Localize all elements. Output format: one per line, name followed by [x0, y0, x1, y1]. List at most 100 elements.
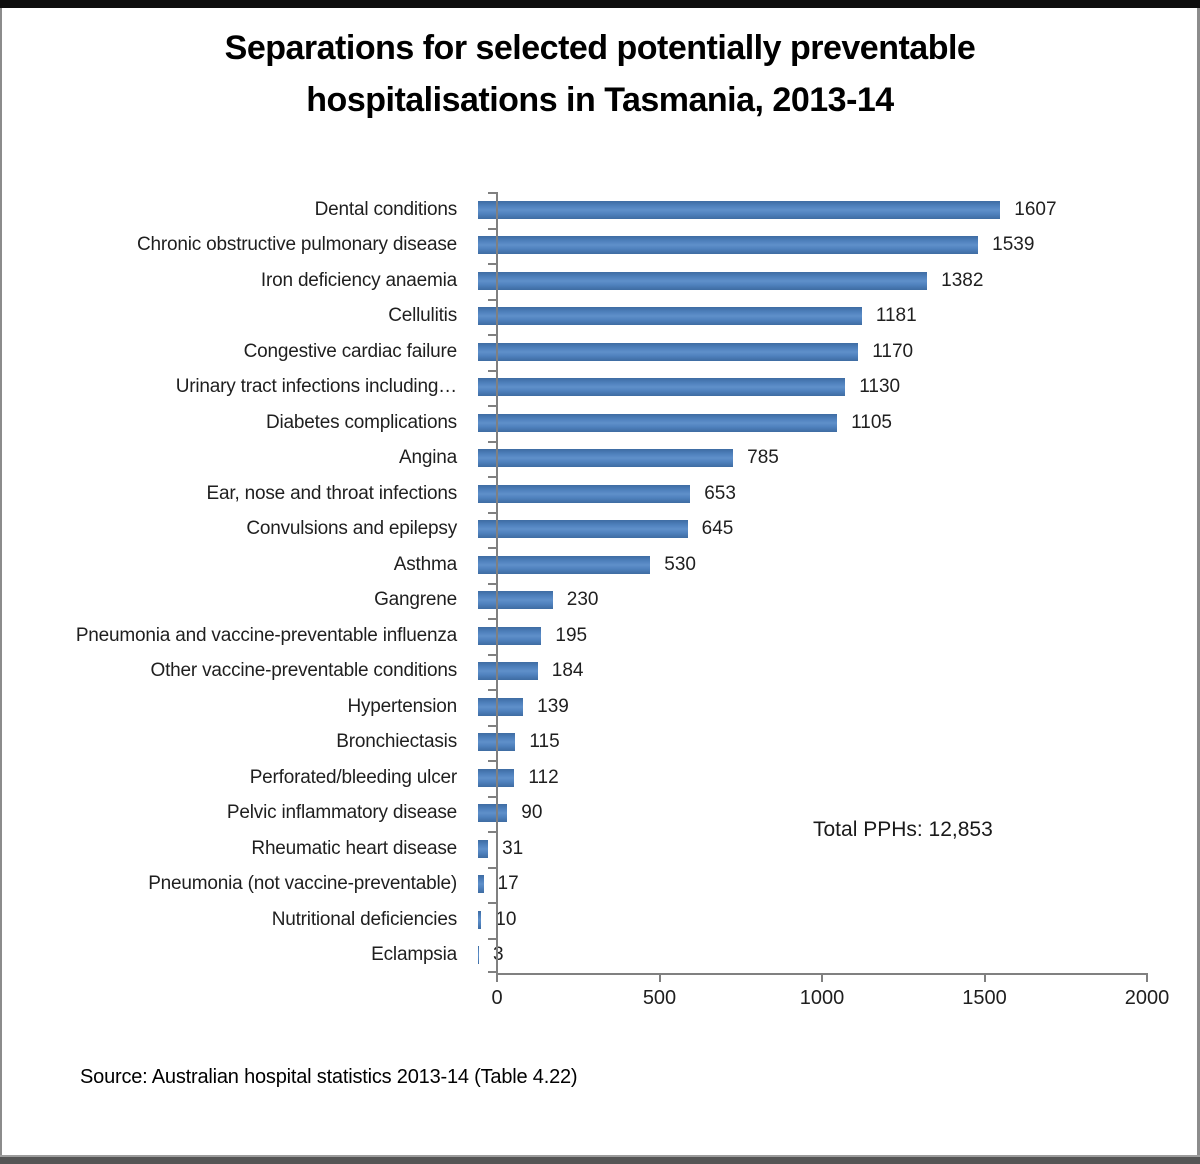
value-label: 645: [701, 518, 734, 540]
y-axis-tick: [488, 299, 496, 301]
bar-track: 115: [478, 725, 1200, 761]
bar-track: 184: [478, 654, 1200, 690]
category-label: Iron deficiency anaemia: [260, 269, 457, 291]
y-axis-tick: [488, 831, 496, 833]
bar-row: Pneumonia (not vaccine-preventable) 17: [0, 867, 1200, 903]
bar-track: 653: [478, 476, 1200, 512]
value-label: 1170: [872, 340, 914, 362]
y-axis-tick: [488, 476, 496, 478]
bar-track: 195: [478, 618, 1200, 654]
category-label: Pneumonia (not vaccine-preventable): [148, 873, 457, 895]
bottom-border-strip: [0, 1155, 1200, 1164]
x-axis-tick-label: 2000: [1124, 987, 1170, 1009]
bar-track: 1105: [478, 405, 1200, 441]
bar-chart: Dental conditions 1607 Chronic obstructive…: [0, 192, 1200, 1009]
value-label: 230: [566, 589, 599, 611]
category-label: Cellulitis: [388, 305, 457, 327]
value-label: 1382: [941, 269, 984, 291]
y-axis-tick: [488, 228, 496, 230]
bar: [478, 626, 542, 645]
bar-row: Perforated/bleeding ulcer 112: [0, 760, 1200, 796]
y-axis-tick: [488, 192, 496, 194]
bar: [478, 200, 1001, 219]
value-label: 785: [747, 447, 779, 469]
value-label: 653: [704, 482, 736, 504]
value-label: 1105: [851, 411, 892, 433]
category-label: Congestive cardiac failure: [243, 340, 458, 362]
category-label: Pneumonia and vaccine-preventable influe…: [75, 624, 457, 646]
category-label: Dental conditions: [314, 198, 458, 220]
bar-rows: Dental conditions 1607 Chronic obstructive…: [0, 192, 1200, 973]
x-axis-tick: [496, 973, 498, 982]
bar: [478, 804, 508, 823]
category-label: Angina: [399, 447, 457, 469]
bar: [478, 697, 524, 716]
y-axis-tick: [488, 512, 496, 514]
y-axis-tick: [488, 902, 496, 904]
y-axis-tick: [488, 263, 496, 265]
bar-row: Asthma 530: [0, 547, 1200, 583]
bar: [478, 910, 482, 929]
category-label: Convulsions and epilepsy: [246, 518, 457, 540]
bar-track: 1539: [478, 228, 1200, 264]
right-border: [1197, 8, 1200, 1155]
bar-row: Urinary tract infections including… 1130: [0, 370, 1200, 406]
value-label: 3: [493, 944, 504, 966]
category-label: Hypertension: [347, 695, 457, 717]
bar: [478, 555, 651, 574]
y-axis-tick: [488, 334, 496, 336]
bar: [478, 307, 862, 326]
bar-row: Bronchiectasis 115: [0, 725, 1200, 761]
category-label: Eclampsia: [371, 944, 457, 966]
bar-row: Chronic obstructive pulmonary disease 153…: [0, 228, 1200, 264]
x-axis-tick: [1146, 973, 1148, 982]
bar: [478, 236, 979, 255]
value-label: 530: [664, 553, 696, 575]
value-label: 195: [555, 624, 588, 646]
category-label: Asthma: [393, 553, 457, 575]
y-axis-tick: [488, 725, 496, 727]
x-axis-tick: [983, 973, 986, 982]
y-axis-tick: [488, 971, 496, 973]
bar: [478, 413, 838, 432]
bar-row: Gangrene 230: [0, 583, 1200, 619]
value-label: 184: [551, 660, 584, 682]
category-label: Urinary tract infections including…: [175, 376, 457, 398]
value-label: 31: [502, 837, 524, 859]
category-label: Bronchiectasis: [336, 731, 457, 753]
bar-row: Nutritional deficiencies 10: [0, 902, 1200, 938]
x-axis-tick: [821, 973, 823, 982]
value-label: 115: [529, 731, 560, 753]
x-axis-tick-label: 1000: [799, 987, 845, 1009]
bar-row: Rheumatic heart disease 31: [0, 831, 1200, 867]
bar-track: 17: [478, 867, 1200, 903]
value-label: 112: [528, 766, 559, 788]
y-axis-tick: [488, 618, 496, 620]
bar-track: 645: [478, 512, 1200, 548]
y-axis-tick: [488, 370, 496, 372]
bar-row: Convulsions and epilepsy 645: [0, 512, 1200, 548]
y-axis-tick: [488, 760, 496, 762]
bar-row: Pneumonia and vaccine-preventable influe…: [0, 618, 1200, 654]
value-label: 90: [521, 802, 543, 824]
bar-row: Other vaccine-preventable conditions 184: [0, 654, 1200, 690]
bar-track: 1181: [478, 299, 1200, 335]
x-axis-tick-label: 500: [642, 987, 677, 1009]
x-axis-tick-label: 0: [491, 987, 503, 1009]
bar-track: 90: [478, 796, 1200, 832]
value-label: 1539: [992, 234, 1035, 256]
bar: [478, 591, 553, 610]
value-label: 1181: [875, 305, 917, 327]
chart-title: Separations for selected potentially pre…: [0, 22, 1200, 126]
bar-row: Angina 785: [0, 441, 1200, 477]
chart-title-line2: hospitalisations in Tasmania, 2013-14: [306, 81, 894, 119]
bar: [478, 946, 479, 965]
bar-row: Hypertension 139: [0, 689, 1200, 725]
bar: [478, 875, 484, 894]
bar-row: Cellulitis 1181: [0, 299, 1200, 335]
category-label: Pelvic inflammatory disease: [226, 802, 457, 824]
value-label: 1607: [1014, 198, 1057, 220]
value-label: 10: [495, 908, 517, 930]
y-axis-tick: [488, 547, 496, 549]
